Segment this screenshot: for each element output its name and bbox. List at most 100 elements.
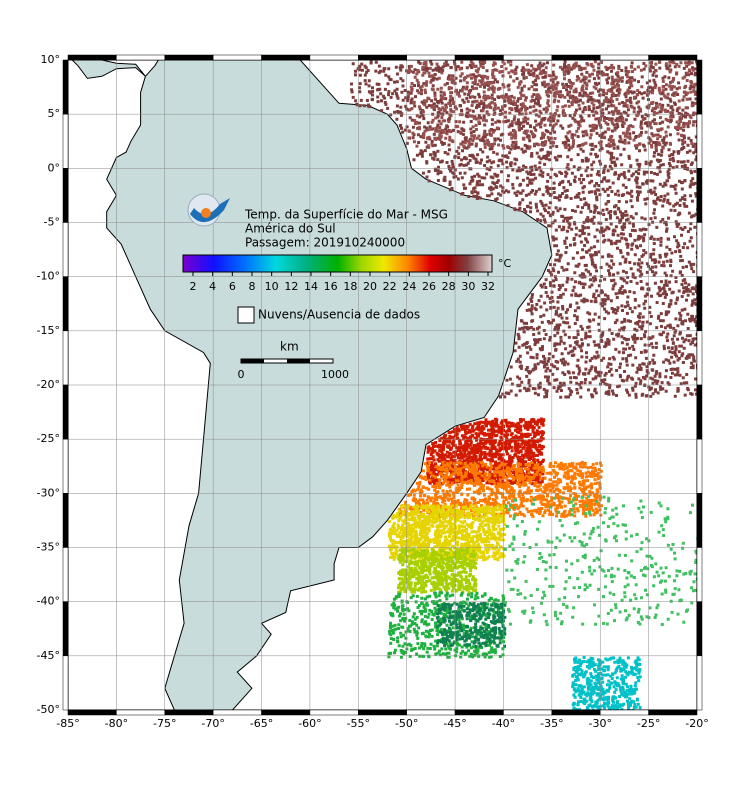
lon-label: -45° [443, 717, 466, 730]
frame-bar [62, 59, 69, 115]
scale-bar [240, 358, 334, 364]
colorbar-label: 16 [324, 280, 338, 293]
title-line: América do Sul [245, 222, 336, 236]
lon-label: -80° [105, 717, 128, 730]
colorbar-label: 14 [304, 280, 318, 293]
lon-label: -55° [347, 717, 370, 730]
scale-bar-seg [241, 359, 264, 363]
colorbar-label: 12 [284, 280, 298, 293]
lat-label: -15° [37, 324, 60, 337]
colorbar-label: 18 [343, 280, 357, 293]
frame-bar [62, 547, 69, 602]
colorbar-label: 4 [209, 280, 216, 293]
lat-label: -5° [44, 216, 60, 229]
frame-bar [62, 168, 69, 223]
frame-bar [696, 113, 703, 169]
frame-bar [62, 330, 69, 386]
lat-label: 5° [48, 107, 61, 120]
lat-label: -50° [37, 703, 60, 716]
frame-bar [696, 330, 703, 386]
frame-bar [406, 709, 456, 716]
lon-label: -20° [685, 717, 708, 730]
lon-label: -75° [153, 717, 176, 730]
frame-bar [551, 54, 601, 61]
lon-label: -85° [56, 717, 79, 730]
sst-patch [435, 601, 507, 648]
frame-bar [62, 384, 69, 440]
lat-label: 0° [48, 161, 61, 174]
frame-bar [696, 547, 703, 602]
scale-bar-seg [287, 359, 310, 363]
frame-bar [62, 276, 69, 332]
frame-bar [358, 709, 407, 716]
logo-sun [201, 208, 211, 218]
lon-label: -65° [250, 717, 273, 730]
frame-bar [648, 709, 698, 716]
sst-patch [387, 504, 507, 562]
frame-bar [67, 709, 117, 716]
graticule [68, 60, 697, 710]
colorbar-label: 30 [461, 280, 475, 293]
frame-bar [648, 54, 698, 61]
colorbar-label: 8 [249, 280, 256, 293]
lon-label: -70° [201, 717, 224, 730]
frame-bar [62, 438, 69, 494]
lon-label: -30° [588, 717, 611, 730]
lon-label: -50° [395, 717, 418, 730]
lat-label: -20° [37, 378, 60, 391]
lat-label: -40° [37, 595, 60, 608]
colorbar-label: 20 [363, 280, 377, 293]
legend-text: Nuvens/Ausencia de dados [258, 308, 420, 322]
scale-tick: 0 [238, 368, 245, 381]
frame-bar [62, 113, 69, 169]
legend-swatch [237, 306, 255, 324]
frame-bar [454, 54, 504, 61]
frame-bar [696, 384, 703, 440]
frame-bar [503, 709, 553, 716]
frame-bar [696, 438, 703, 494]
sst-patch [397, 547, 478, 594]
lat-label: -25° [37, 432, 60, 445]
colorbar-unit: °C [498, 257, 512, 270]
colorbar [182, 254, 493, 273]
logo [187, 193, 230, 227]
title-line: Temp. da Superfície do Mar - MSG [244, 208, 448, 222]
sst-patch [571, 656, 642, 710]
colorbar-label: 22 [383, 280, 397, 293]
colorbar-label: 2 [190, 280, 197, 293]
colorbar-label: 10 [265, 280, 279, 293]
frame-bar [212, 709, 262, 716]
colorbar-label: 28 [442, 280, 456, 293]
frame-bar [599, 54, 649, 61]
frame-bar [62, 655, 69, 711]
frame-bar [454, 709, 504, 716]
frame-bar [358, 54, 407, 61]
frame-bar [261, 709, 311, 716]
scale-tick: 1000 [321, 368, 349, 381]
frame-bar [696, 168, 703, 223]
frame-bar [62, 601, 69, 657]
lat-label: 10° [41, 53, 61, 66]
lon-label: -60° [298, 717, 321, 730]
frame-bar [696, 655, 703, 711]
lon-label: -25° [637, 717, 660, 730]
frame-bar [696, 601, 703, 657]
frame-bar [261, 54, 311, 61]
frame-bar [696, 222, 703, 277]
map-body [68, 60, 697, 710]
frame-bar [406, 54, 456, 61]
frame-bar [67, 54, 117, 61]
lat-label: -10° [37, 270, 60, 283]
frame-bar [309, 54, 359, 61]
scale-unit: km [280, 340, 299, 354]
frame-bar [164, 54, 214, 61]
lon-label: -40° [492, 717, 515, 730]
lat-label: -45° [37, 649, 60, 662]
frame-bar [696, 276, 703, 332]
lat-label: -30° [37, 486, 60, 499]
frame-bar [62, 222, 69, 277]
frame-bar [212, 54, 262, 61]
frame-bar [696, 59, 703, 115]
logo-swoosh [190, 198, 230, 223]
